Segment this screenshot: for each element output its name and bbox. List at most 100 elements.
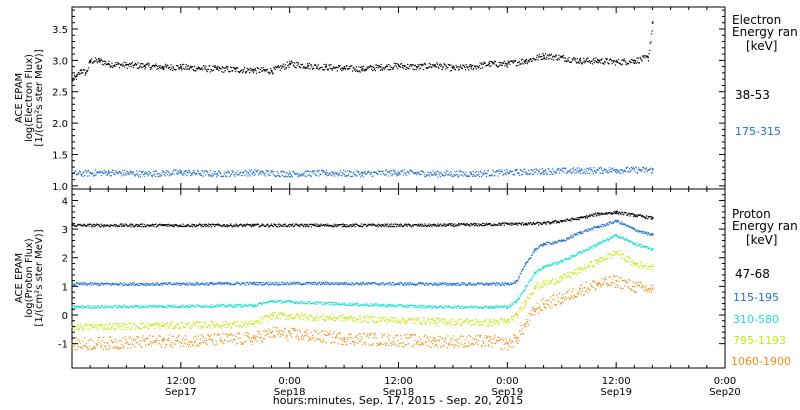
data-point [159,173,161,175]
data-point [245,224,247,226]
data-point [246,171,248,173]
data-point [329,67,331,69]
data-point [144,172,146,175]
data-point [310,175,312,177]
data-point [632,227,634,229]
data-point [115,171,117,173]
data-point [403,225,405,227]
data-point [221,225,223,227]
data-point [117,323,119,325]
data-point [214,282,216,284]
data-point [238,282,240,284]
data-point [644,168,646,170]
data-point [364,68,366,70]
data-point [623,60,625,62]
data-point [527,284,529,286]
data-point [480,224,483,226]
data-point [540,173,542,175]
data-point [406,225,408,227]
data-point [554,56,556,58]
data-point [357,171,359,173]
data-point [601,212,603,215]
data-point [306,63,309,65]
data-point [181,282,183,285]
data-point [354,68,356,70]
data-point [484,225,486,227]
data-point [282,223,284,226]
data-point [237,282,239,284]
data-point [334,283,336,285]
data-point [331,175,333,177]
data-point [321,169,323,171]
data-point [399,66,401,68]
data-point [127,63,129,66]
data-point [303,301,305,303]
data-point [365,224,367,226]
data-point [566,258,568,260]
data-point [88,175,90,177]
data-point [261,304,263,306]
data-point [379,69,382,71]
data-point [364,171,366,173]
data-point [545,265,547,267]
data-point [192,324,194,327]
data-point [138,307,140,309]
data-point [429,224,431,226]
data-point [157,326,159,328]
data-point [362,226,364,228]
data-point [431,174,433,176]
data-point [644,217,646,219]
data-point [217,282,219,285]
data-point [218,305,220,307]
data-point [430,172,432,174]
data-point [247,305,249,307]
data-point [552,221,554,223]
data-point [161,172,163,174]
data-point [134,304,136,306]
data-point [325,283,327,286]
data-point [178,306,180,309]
data-point [198,67,200,69]
data-point [651,217,654,219]
data-point [181,225,183,227]
data-point [595,226,597,228]
data-point [206,284,208,286]
data-point [498,222,500,224]
data-point [146,284,148,286]
data-point [402,305,404,307]
data-point [621,221,623,223]
data-point [609,221,611,223]
data-point [611,237,613,239]
data-point [454,284,456,286]
data-point [362,303,364,305]
data-point [585,59,587,61]
data-point [416,67,418,69]
data-point [172,306,174,308]
data-point [433,307,435,309]
data-point [542,244,544,246]
data-point [144,326,146,328]
data-point [159,67,161,69]
data-point [342,223,344,225]
data-point [239,71,241,74]
data-point [374,67,376,69]
data-point [442,307,444,309]
data-point [87,323,89,325]
data-point [535,272,537,274]
data-point [247,324,249,326]
data-point [291,60,293,62]
data-point [263,69,265,71]
data-point [192,172,194,174]
data-point [390,226,392,228]
data-point [579,173,582,175]
data-point [295,302,297,304]
data-point [131,223,133,225]
data-point [388,175,390,177]
data-point [471,283,473,285]
data-point [445,284,448,286]
data-point [176,282,178,284]
data-point [72,307,74,309]
data-point [334,225,336,228]
data-point [428,306,430,308]
data-point [341,302,343,304]
